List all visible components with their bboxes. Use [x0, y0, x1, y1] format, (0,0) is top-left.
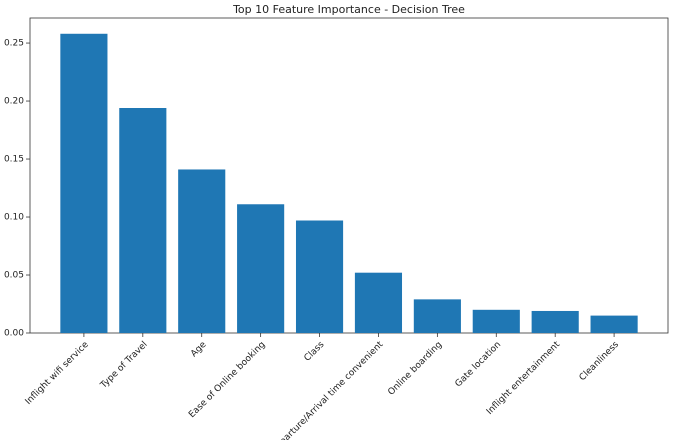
- x-tick-label: Gate location: [454, 340, 504, 390]
- bar: [178, 169, 226, 333]
- y-tick-label: 0.25: [4, 39, 24, 49]
- bar: [119, 108, 167, 333]
- bar: [237, 204, 285, 333]
- x-tick-label: Cleanliness: [578, 340, 621, 383]
- bar: [295, 220, 344, 333]
- bar: [472, 309, 520, 333]
- y-tick-label: 0.20: [4, 97, 24, 107]
- x-tick-label: Class: [303, 340, 327, 364]
- x-tick-label: Inflight wifi service: [24, 339, 91, 406]
- bar: [413, 299, 461, 333]
- bar: [60, 33, 108, 334]
- chart-title: Top 10 Feature Importance - Decision Tre…: [232, 3, 465, 16]
- y-tick-label: 0.10: [4, 213, 24, 223]
- plot-frame: [29, 17, 669, 334]
- y-tick-label: 0.00: [4, 329, 24, 339]
- x-tick-label: Online boarding: [386, 340, 444, 398]
- x-tick-label: Age: [189, 340, 209, 360]
- bar: [590, 315, 638, 333]
- y-tick-label: 0.15: [4, 155, 24, 165]
- x-tick-label: Type of Travel: [98, 340, 149, 391]
- y-tick-label: 0.05: [4, 271, 24, 281]
- x-tick-label: Departure/Arrival time convenient: [269, 339, 385, 440]
- bar: [531, 310, 579, 333]
- bar: [354, 272, 403, 333]
